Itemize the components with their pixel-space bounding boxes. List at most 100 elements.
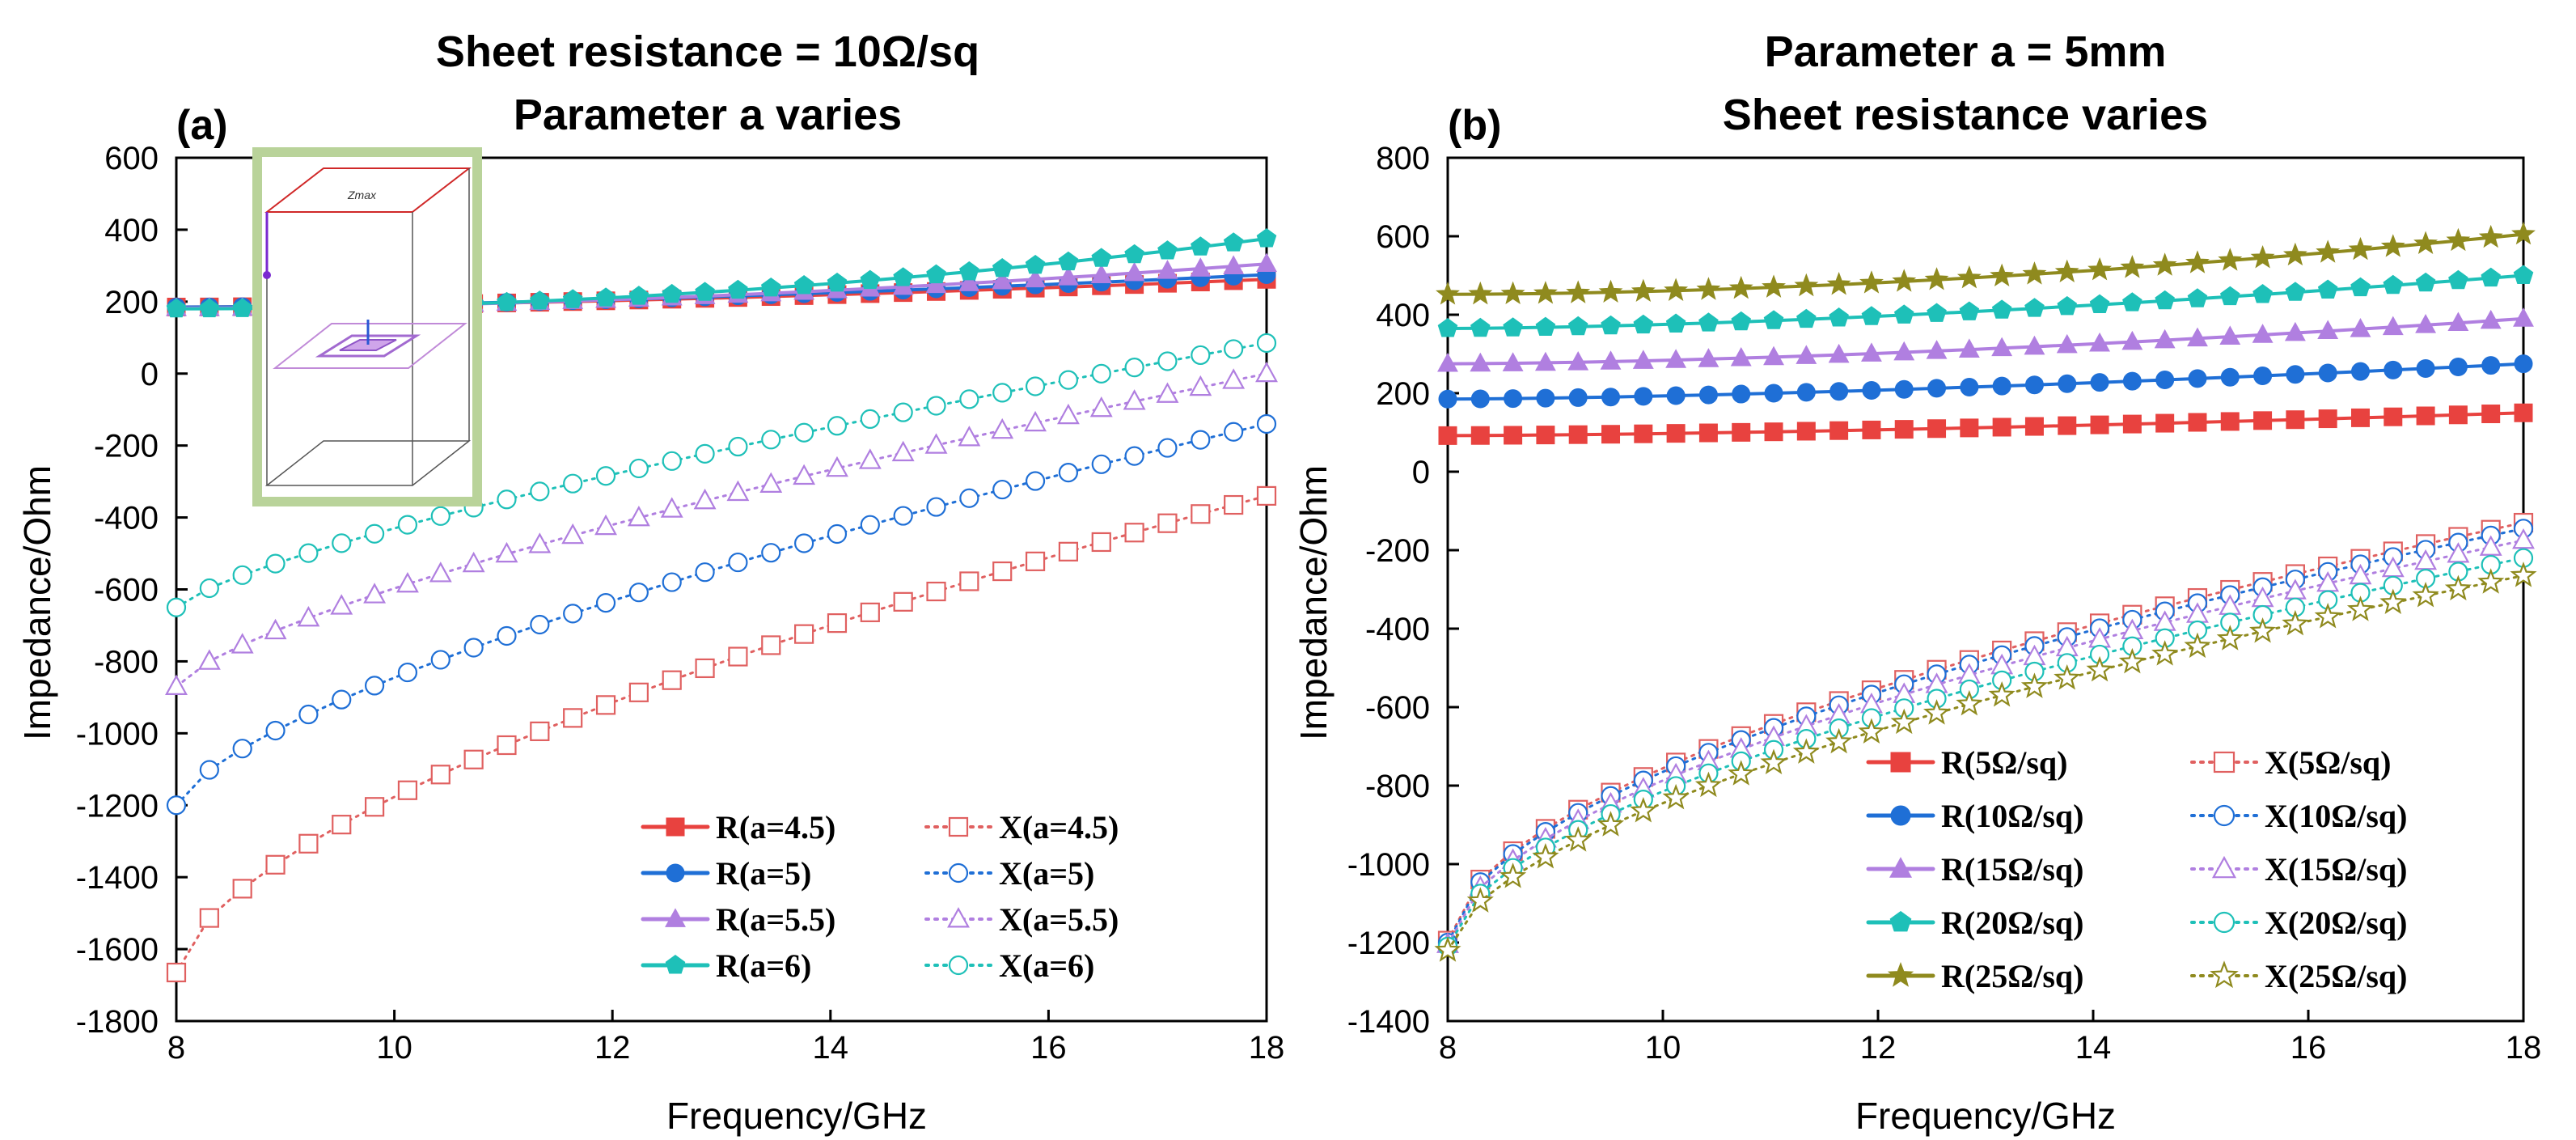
panel-b-series-r-5ohm-sq [1438,403,2533,445]
panel-b-point-r-10ohm-sq [1666,386,1686,405]
panel-a-point-x-a-6 [166,597,187,617]
panel-a-xtick-label: 10 [376,1030,412,1066]
panel-b-point-x-25ohm-sq [2086,655,2113,682]
panel-a-legend-marker [666,863,685,883]
panel-b-point-r-20ohm-sq [1763,310,1784,329]
panel-b-point-r-20ohm-sq [1861,306,1882,325]
panel-a-point-x-a-5 [794,533,814,553]
panel-a-line-x-a-4-5 [175,494,1268,974]
panel-b-point-r-20ohm-sq [2155,290,2175,310]
panel-b-point-x-25ohm-sq [1760,748,1787,775]
panel-a-point-r-a-5-5 [1223,255,1245,274]
panel-b-point-r-10ohm-sq [2090,373,2109,392]
panel-a-legend-marker [665,908,686,927]
panel-b-legend-label: R(15Ω/sq) [1941,851,2083,888]
panel-a-point-r-a-6 [166,298,187,318]
panel-b-line-r-10ohm-sq [1446,362,2525,401]
panel-b-point-r-10ohm-sq [1764,384,1783,403]
panel-a-point-r-a-6 [1190,236,1211,256]
panel-b-point-r-5ohm-sq [1698,423,1718,443]
panel-b-label: (b) [1448,102,1501,149]
panel-b-point-r-5ohm-sq [2318,409,2337,429]
panel-a-point-x-a-5-5 [395,571,419,593]
panel-b-point-x-25ohm-sq [2412,582,2439,608]
panel-b-point-r-5ohm-sq [2220,412,2240,431]
panel-b-point-r-20ohm-sq [1927,303,1947,322]
panel-b-point-r-15ohm-sq [1534,351,1556,371]
panel-b-point-r-25ohm-sq [2022,261,2047,285]
panel-b-point-r-5ohm-sq [1438,426,1457,445]
panel-b-point-r-15ohm-sq [1730,346,1752,367]
panel-a-point-r-a-6 [760,277,781,297]
panel-a-ytick-label: -1000 [76,716,159,752]
panel-b-title-line2: Sheet resistance varies [1723,91,2208,139]
panel-b-point-r-25ohm-sq [1728,275,1753,299]
panel-a-point-r-a-6 [199,298,220,318]
panel-b-legend-item-r-20ohm-sq: R(20Ω/sq) [1866,905,2083,941]
panel-b-point-r-5ohm-sq [1796,422,1816,441]
panel-a-title-line1: Sheet resistance = 10Ω/sq [436,28,979,76]
inset-substrate [273,323,467,369]
panel-a-point-x-a-5 [530,614,550,635]
panel-b-ytick-label: -1200 [1347,926,1430,961]
panel-a-point-r-a-6 [926,264,946,284]
panel-a-ytick-label: 0 [141,357,159,392]
panel-b-point-r-5ohm-sq [1470,426,1490,445]
inset-box-bottom [264,440,472,486]
panel-b-point-r-15ohm-sq [1893,341,1915,361]
panel-a-legend-label: X(a=6) [999,947,1094,984]
panel-a-point-r-a-6 [1058,251,1079,271]
inset-port-dot [263,271,271,279]
panel-a-point-r-a-5-5 [1256,252,1277,273]
panel-b-point-r-25ohm-sq [1631,278,1656,303]
panel-a-point-x-a-5-5 [1123,389,1146,410]
panel-b-point-r-5ohm-sq [2090,415,2109,434]
panel-b-point-r-15ohm-sq [1958,338,1980,358]
panel-b-point-r-10ohm-sq [2384,360,2403,379]
panel-a-point-x-a-6 [893,402,913,422]
panel-b-point-r-25ohm-sq [2413,231,2439,254]
panel-a-point-r-a-6 [1157,240,1178,260]
panel-a-point-r-a-5-5 [1157,260,1178,279]
panel-a-point-x-a-5-5 [858,448,882,469]
panel-a-ytick-label: 600 [104,141,159,176]
panel-a-point-r-a-5-5 [925,273,947,294]
panel-b-point-r-25ohm-sq [1924,267,1949,290]
panel-a-series-x-a-5-5 [165,361,1278,695]
panel-b-ytick-label: -1400 [1347,1004,1430,1040]
panel-a-title-line2: Parameter a varies [514,91,902,139]
panel-b-point-r-20ohm-sq [2513,265,2534,284]
panel-a-point-x-a-5 [595,593,616,613]
panel-b-point-x-25ohm-sq [1728,760,1755,786]
panel-b-point-r-15ohm-sq [2024,335,2045,355]
panel-a-point-x-a-6 [1025,376,1046,396]
panel-a-point-x-a-4-5 [232,879,252,899]
panel-b-ytick-label: 800 [1376,141,1430,176]
panel-a: Sheet resistance = 10Ω/sq Parameter a va… [16,28,1284,1137]
panel-a-point-x-a-4-5 [1025,551,1046,571]
panel-b-point-r-25ohm-sq [1859,270,1884,294]
panel-b-point-x-15ohm-sq [2479,535,2502,556]
panel-b-ytick-label: 0 [1412,455,1430,490]
panel-a-point-r-a-6 [530,290,550,310]
panel-b-point-r-25ohm-sq [1500,281,1525,305]
panel-b-point-x-25ohm-sq [2216,625,2244,651]
panel-b-point-r-20ohm-sq [2448,269,2468,290]
panel-a-point-x-a-5-5 [958,426,981,447]
panel-a-line-x-a-6 [175,341,1268,609]
panel-a-legend-label: X(a=5.5) [999,901,1119,938]
panel-b-line-x-10ohm-sq [1446,527,2525,944]
panel-b-point-r-5ohm-sq [2155,413,2175,433]
panel-a-legend-label: R(a=4.5) [716,809,835,845]
panel-b-point-r-15ohm-sq [2382,316,2404,336]
panel-b-point-r-20ohm-sq [1470,317,1491,337]
panel-b-point-r-20ohm-sq [2415,272,2436,292]
panel-a-point-x-a-4-5 [199,908,219,928]
panel-a-point-x-a-4-5 [563,708,583,728]
panel-b-point-r-15ohm-sq [2089,332,2111,352]
panel-b-line-x-15ohm-sq [1446,539,2525,946]
panel-a-point-x-a-4-5 [728,646,748,667]
panel-b-point-r-20ohm-sq [1991,299,2012,319]
panel-a-point-x-a-4-5 [794,624,814,644]
